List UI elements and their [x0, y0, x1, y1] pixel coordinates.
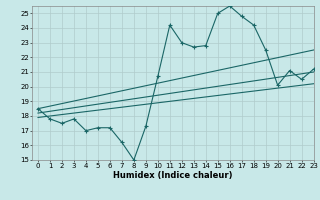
X-axis label: Humidex (Indice chaleur): Humidex (Indice chaleur) — [113, 171, 233, 180]
